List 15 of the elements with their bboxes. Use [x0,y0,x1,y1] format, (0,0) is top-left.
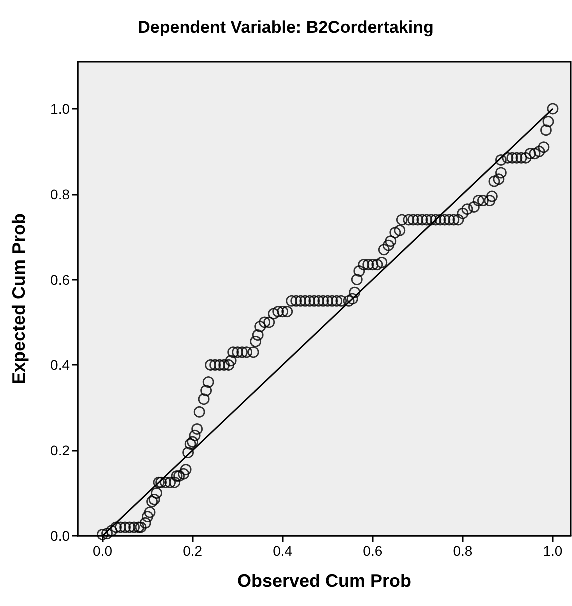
x-tick-label: 0.8 [453,543,473,559]
y-tick-label: 0.0 [50,528,70,544]
y-tick-label: 1.0 [50,100,70,117]
x-tick-label: 0.4 [273,543,293,559]
y-tick-label: 0.6 [50,272,70,288]
y-tick-label: 0.8 [50,186,70,202]
y-tick-label: 0.4 [50,357,70,374]
chart-title: Dependent Variable: B2Cordertaking [138,18,434,37]
x-tick-label: 1.0 [543,543,563,559]
x-tick-label: 0.2 [183,543,203,559]
x-tick-label: 0.6 [363,543,383,559]
y-tick-label: 0.2 [50,442,70,459]
x-tick-label: 0.0 [93,543,113,559]
y-axis-title: Expected Cum Prob [9,213,29,385]
x-axis-title: Observed Cum Prob [237,571,412,591]
